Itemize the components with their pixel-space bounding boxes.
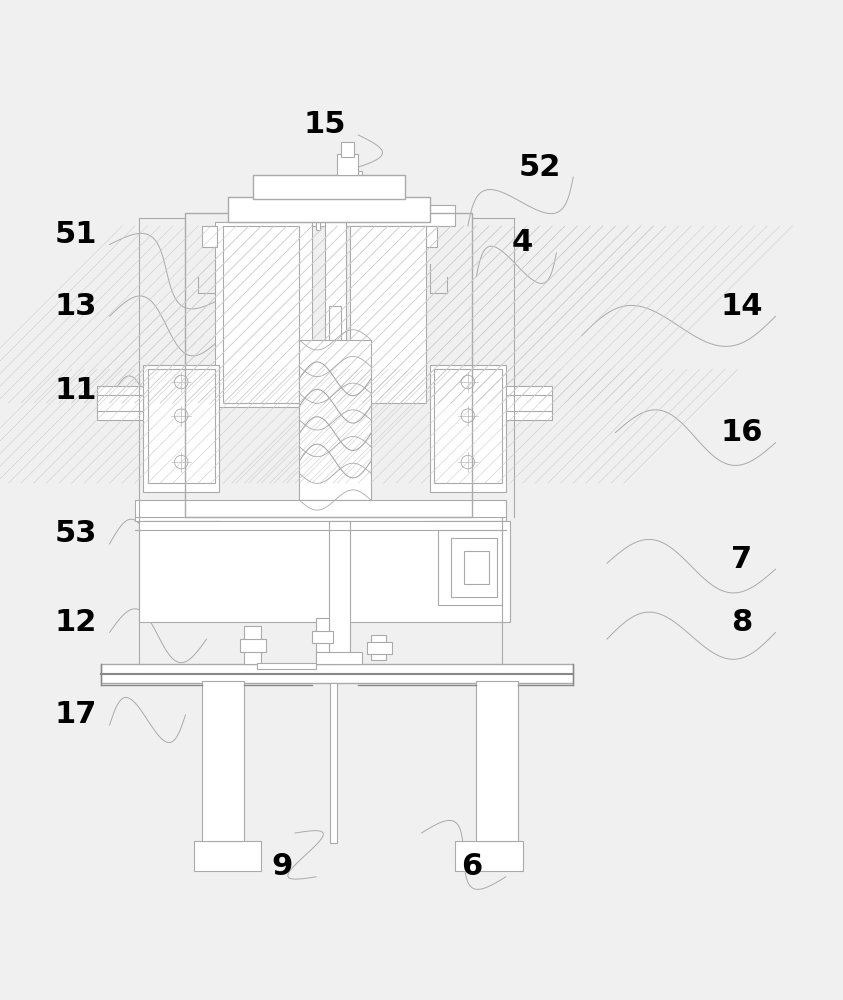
FancyBboxPatch shape bbox=[506, 386, 552, 420]
FancyBboxPatch shape bbox=[346, 171, 362, 186]
FancyBboxPatch shape bbox=[97, 386, 143, 420]
FancyBboxPatch shape bbox=[135, 500, 506, 521]
Text: 16: 16 bbox=[721, 418, 763, 447]
FancyBboxPatch shape bbox=[337, 154, 358, 175]
FancyBboxPatch shape bbox=[367, 642, 392, 654]
FancyBboxPatch shape bbox=[97, 395, 143, 411]
FancyBboxPatch shape bbox=[371, 635, 386, 660]
FancyBboxPatch shape bbox=[299, 340, 371, 500]
Text: 11: 11 bbox=[55, 376, 97, 405]
Text: 15: 15 bbox=[303, 110, 346, 139]
FancyBboxPatch shape bbox=[228, 197, 430, 222]
FancyBboxPatch shape bbox=[257, 663, 316, 669]
FancyBboxPatch shape bbox=[430, 365, 506, 492]
FancyBboxPatch shape bbox=[316, 652, 362, 664]
Text: 8: 8 bbox=[731, 608, 753, 637]
FancyBboxPatch shape bbox=[506, 395, 552, 411]
Text: 4: 4 bbox=[512, 228, 534, 257]
FancyBboxPatch shape bbox=[430, 521, 506, 534]
FancyBboxPatch shape bbox=[464, 551, 489, 584]
Text: 7: 7 bbox=[731, 545, 753, 574]
FancyBboxPatch shape bbox=[143, 521, 219, 534]
FancyBboxPatch shape bbox=[325, 188, 346, 416]
FancyBboxPatch shape bbox=[240, 639, 266, 652]
FancyBboxPatch shape bbox=[320, 184, 388, 205]
Bar bbox=[223, 226, 299, 403]
Bar bbox=[350, 226, 426, 403]
Text: 9: 9 bbox=[271, 852, 293, 881]
FancyBboxPatch shape bbox=[329, 521, 350, 664]
FancyBboxPatch shape bbox=[476, 681, 518, 841]
FancyBboxPatch shape bbox=[253, 175, 405, 199]
FancyBboxPatch shape bbox=[143, 365, 219, 492]
FancyBboxPatch shape bbox=[329, 306, 341, 340]
FancyBboxPatch shape bbox=[139, 521, 510, 622]
Text: 12: 12 bbox=[55, 608, 97, 637]
FancyBboxPatch shape bbox=[202, 226, 217, 247]
FancyBboxPatch shape bbox=[312, 631, 333, 643]
Text: 17: 17 bbox=[55, 700, 97, 729]
FancyBboxPatch shape bbox=[422, 226, 437, 247]
FancyBboxPatch shape bbox=[253, 205, 455, 226]
FancyBboxPatch shape bbox=[316, 618, 329, 664]
FancyBboxPatch shape bbox=[451, 538, 497, 597]
FancyBboxPatch shape bbox=[101, 664, 573, 683]
Text: 6: 6 bbox=[461, 852, 483, 881]
Text: 52: 52 bbox=[518, 153, 561, 182]
FancyBboxPatch shape bbox=[215, 222, 312, 407]
FancyBboxPatch shape bbox=[194, 841, 261, 871]
Bar bbox=[434, 369, 502, 483]
FancyBboxPatch shape bbox=[455, 841, 523, 871]
FancyBboxPatch shape bbox=[438, 530, 502, 605]
FancyBboxPatch shape bbox=[341, 142, 354, 157]
Bar bbox=[148, 369, 215, 483]
FancyBboxPatch shape bbox=[330, 683, 337, 843]
FancyBboxPatch shape bbox=[316, 222, 320, 230]
Text: 51: 51 bbox=[55, 220, 97, 249]
FancyBboxPatch shape bbox=[202, 681, 244, 841]
Text: 53: 53 bbox=[55, 519, 97, 548]
Text: 14: 14 bbox=[721, 292, 763, 321]
Text: 13: 13 bbox=[55, 292, 97, 321]
FancyBboxPatch shape bbox=[244, 626, 261, 664]
